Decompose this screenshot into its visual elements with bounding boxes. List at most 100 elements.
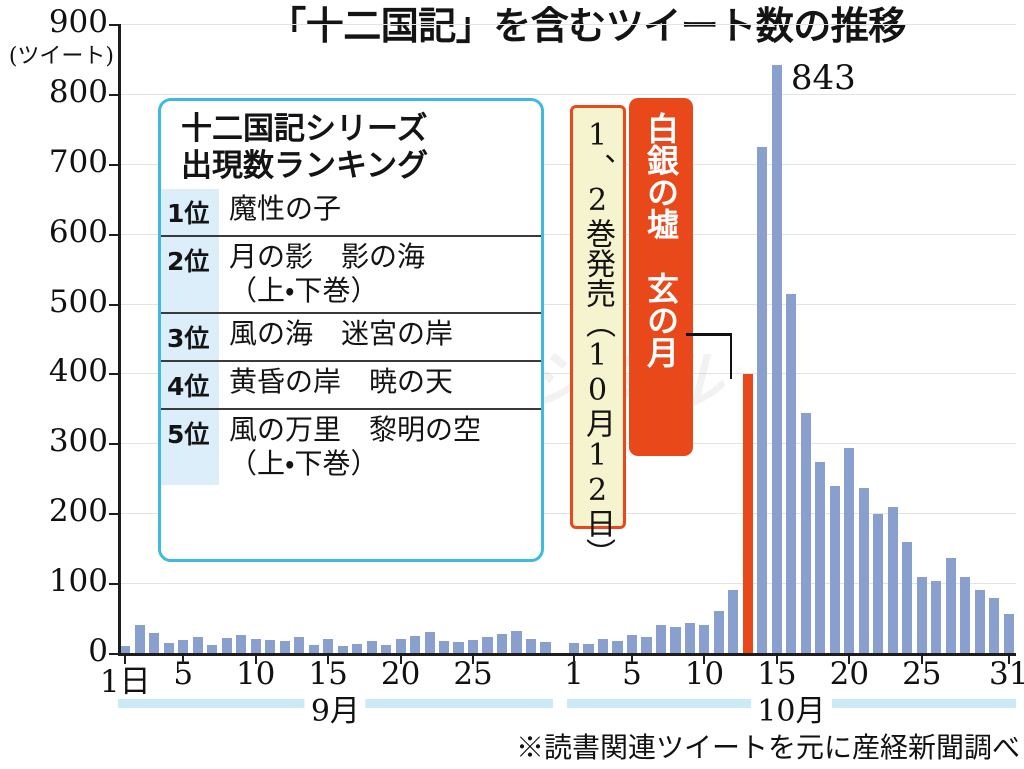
x-axis-tick-mark xyxy=(630,656,633,664)
ranking-position: 2位 xyxy=(161,237,219,312)
bar xyxy=(873,514,884,654)
x-axis-tick-mark xyxy=(124,656,127,664)
ranking-box: 十二国記シリーズ 出現数ランキング 1位 魔性の子 2位 月の影 影の海 （上・下巻）… xyxy=(158,98,544,562)
y-axis-tick-mark xyxy=(109,583,118,586)
x-axis-tick-mark xyxy=(254,656,257,664)
y-axis-tick-mark xyxy=(109,373,118,376)
y-axis-tick-mark xyxy=(109,443,118,446)
bar xyxy=(236,635,247,654)
bar xyxy=(265,640,276,654)
y-axis-tick-mark xyxy=(109,163,118,166)
bar xyxy=(482,637,493,654)
bar xyxy=(960,577,971,654)
bar xyxy=(438,640,450,654)
ranking-position: 4位 xyxy=(161,362,219,408)
october-label: 10月 xyxy=(751,686,832,730)
bar xyxy=(597,638,609,654)
y-axis-tick-200: 200 xyxy=(48,493,108,530)
bar xyxy=(670,627,681,654)
ranking-row: 1位 魔性の子 xyxy=(161,189,541,235)
y-axis-tick-800: 800 xyxy=(48,73,108,110)
page-title: 「十二国記」を含むツイート数の推移 xyxy=(268,4,906,48)
y-axis-tick-400: 400 xyxy=(48,353,108,390)
bar xyxy=(757,147,768,654)
bar xyxy=(641,636,652,654)
x-axis-tick-mark xyxy=(327,656,330,664)
bar xyxy=(684,622,695,654)
gridline xyxy=(118,443,1016,445)
x-axis-tick-mark xyxy=(775,656,778,664)
y-axis-tick-500: 500 xyxy=(48,283,108,320)
bar xyxy=(568,642,580,654)
bar xyxy=(410,635,421,654)
gridline xyxy=(118,233,1016,235)
y-axis-line xyxy=(118,24,121,655)
bar xyxy=(989,598,1000,654)
x-axis-tick-mark xyxy=(1007,656,1010,664)
bar xyxy=(294,637,305,654)
y-axis-tick-900: 900 xyxy=(48,4,108,40)
bar xyxy=(916,577,927,654)
ranking-row: 5位 風の万里 黎明の空 （上・下巻） xyxy=(161,408,541,485)
bar xyxy=(815,461,826,654)
bar xyxy=(771,64,782,654)
bar xyxy=(829,486,840,654)
y-axis-tick-mark xyxy=(109,303,118,306)
y-axis-tick-mark xyxy=(109,93,118,96)
bar xyxy=(337,646,348,654)
bar xyxy=(424,632,435,654)
x-axis-tick-mark xyxy=(703,656,706,664)
x-axis-tick-1日: 1日 xyxy=(99,664,151,700)
x-axis-tick-mark xyxy=(182,656,185,664)
x-axis-tick-mark xyxy=(573,656,575,664)
release-title-callout: 白銀の墟 玄の月 xyxy=(629,98,693,456)
bar xyxy=(221,637,232,654)
bar xyxy=(453,642,464,654)
x-axis-tick-mark xyxy=(920,656,923,664)
bar xyxy=(844,447,855,654)
ranking-position: 5位 xyxy=(161,410,219,485)
bar xyxy=(308,644,319,654)
y-axis-tick-700: 700 xyxy=(48,143,108,180)
bar xyxy=(858,488,869,654)
bar xyxy=(713,610,724,654)
ranking-position: 1位 xyxy=(161,189,219,235)
connector-horizontal xyxy=(686,333,732,336)
gridline xyxy=(118,373,1016,375)
bar xyxy=(366,641,377,654)
ranking-title: 黄昏の岸 暁の天 xyxy=(229,365,454,398)
ranking-title: 風の万里 黎明の空 （上・下巻） xyxy=(229,413,482,480)
x-axis-tick-1: 1 xyxy=(564,656,584,692)
y-axis-tick-100: 100 xyxy=(48,563,108,600)
x-axis-tick-5: 5 xyxy=(173,656,194,692)
y-axis-unit-label: (ツイート) xyxy=(8,44,114,69)
ranking-heading: 十二国記シリーズ 出現数ランキング xyxy=(161,101,541,189)
release-date-callout: 1、2巻発売（10月12日） xyxy=(570,105,626,568)
september-label: 9月 xyxy=(304,686,366,730)
ranking-rows: 1位 魔性の子 2位 月の影 影の海 （上・下巻） 3位 風の海 迷宮の岸 4位 黄昏の岸 暁… xyxy=(161,189,541,485)
x-axis-tick-mark xyxy=(472,656,475,664)
bar xyxy=(1003,614,1014,654)
y-axis-tick-mark xyxy=(109,233,118,236)
bar xyxy=(655,624,667,654)
bar xyxy=(178,640,189,654)
gridline xyxy=(118,583,1016,585)
x-axis-tick-31: 31 xyxy=(989,656,1024,692)
y-axis-tick-0: 0 xyxy=(88,633,108,669)
bar xyxy=(381,644,392,654)
y-axis-tick-mark xyxy=(109,513,118,516)
chart-plot-area xyxy=(109,24,1016,655)
bar xyxy=(192,637,203,654)
bar xyxy=(626,635,638,654)
y-axis-tick-300: 300 xyxy=(48,423,108,460)
peak-value-label: 843 xyxy=(790,57,856,98)
bar xyxy=(120,645,131,654)
y-axis-tick-mark xyxy=(109,653,118,655)
ranking-position: 3位 xyxy=(161,314,219,360)
ranking-row: 2位 月の影 影の海 （上・下巻） xyxy=(161,235,541,312)
bar xyxy=(540,642,551,654)
bar xyxy=(511,630,522,654)
bar xyxy=(728,589,739,654)
bar xyxy=(323,639,334,654)
